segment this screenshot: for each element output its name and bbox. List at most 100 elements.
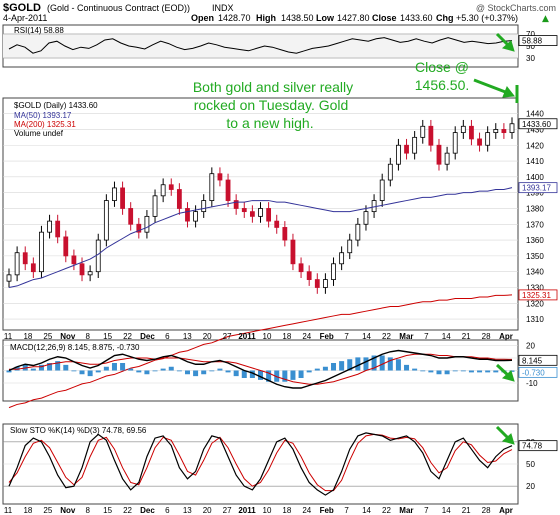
macd-legend: MACD(12,26,9) 8.145, 8.875, -0.730 (10, 343, 140, 352)
price-close-tag-box (518, 118, 558, 130)
macd-histogram-bar (306, 370, 312, 373)
x-axis-label-bottom: 24 (302, 506, 311, 515)
price-tick-label: 1420 (526, 141, 544, 150)
x-axis-label-bottom: 25 (43, 506, 52, 515)
candle-body (306, 271, 312, 280)
candle-body (136, 223, 142, 233)
candle-body (30, 263, 36, 273)
candle-body (249, 211, 255, 217)
candle-body (22, 252, 28, 265)
x-axis-label: 2011 (238, 332, 256, 341)
macd-histogram-bar (168, 366, 174, 371)
macd-histogram-bar (355, 357, 361, 371)
macd-histogram-bar (395, 359, 401, 371)
candle-body (168, 184, 174, 190)
macd-value-tag: 8.145 (518, 354, 558, 366)
macd-histogram-bar (331, 363, 337, 371)
x-axis-label: 22 (382, 332, 391, 341)
rsi-value-tag-box (518, 35, 558, 46)
macd-histogram-bar (111, 363, 117, 371)
candle-body (103, 200, 109, 241)
candle-body (493, 129, 499, 134)
x-axis-label-bottom: 6 (165, 506, 170, 515)
macd-histogram-bar (217, 368, 223, 371)
candle-body (6, 274, 12, 282)
price-tick-label: 1330 (526, 283, 544, 292)
chart-symbol: $GOLD (3, 2, 41, 14)
macd-histogram-bar (87, 370, 93, 377)
macd-histogram-bar (298, 370, 304, 378)
x-axis-label-bottom: 10 (263, 506, 272, 515)
macd-histogram-bar (452, 370, 458, 372)
macd-histogram-bar (477, 370, 483, 373)
stochastic-value-tag-text: 74.78 (522, 442, 543, 451)
candle-body (266, 208, 272, 222)
x-axis-label-bottom: 18 (282, 506, 291, 515)
candle-body (282, 227, 288, 241)
watermark: @ StockCharts.com (476, 3, 556, 13)
candle-body (217, 173, 223, 181)
chart-exchange: INDX (212, 3, 234, 13)
macd-histogram-bar (347, 359, 353, 371)
x-axis-label: Dec (140, 332, 155, 341)
candle-body (428, 125, 434, 146)
candle-body (444, 152, 450, 165)
x-axis-label: 14 (442, 332, 451, 341)
macd-histogram-bar (509, 370, 515, 372)
arrow-macd-head (501, 370, 515, 382)
candle-body (460, 125, 466, 134)
price-tick-label: 1390 (526, 189, 544, 198)
macd-histogram-bar (485, 370, 491, 373)
ma50-value-tag: 1393.17 (518, 182, 558, 194)
candle-body (201, 200, 207, 213)
candle-body (469, 125, 474, 140)
x-axis-label: 15 (103, 332, 112, 341)
candle-body (379, 179, 385, 201)
candle-body (339, 252, 345, 265)
price-tick-label: 1310 (526, 315, 544, 324)
candle-body (501, 129, 507, 134)
candle-body (404, 144, 409, 154)
candle-body (71, 255, 77, 265)
macd-histogram-bar (120, 363, 126, 371)
price-tick-label: 1400 (526, 173, 544, 182)
stochastic-value-tag: 74.78 (518, 440, 558, 452)
candle-body (79, 263, 85, 276)
candle-body (258, 208, 263, 217)
macd-histogram-bar (241, 370, 247, 378)
x-axis-label-bottom: 7 (424, 506, 429, 515)
rsi-legend: RSI(14) 58.88 (14, 26, 64, 35)
chart-description: (Gold - Continuous Contract (EOD)) (47, 3, 190, 13)
macd-histogram-bar (71, 370, 77, 372)
candle-body (298, 263, 304, 273)
candle-body (396, 144, 401, 165)
macd-histogram-bar (258, 370, 263, 380)
x-axis-label-bottom: 28 (482, 506, 491, 515)
stochastic-tick-label: 50 (526, 460, 535, 469)
high-value: 1438.50 (281, 13, 314, 23)
rsi-value-tag: 58.88 (518, 35, 558, 46)
x-axis-label-bottom: 27 (223, 506, 232, 515)
x-axis-label: 7 (424, 332, 429, 341)
macd-histogram-bar (274, 370, 280, 382)
candle-body (39, 231, 44, 273)
commentary-line-1: Both gold and silver really (193, 79, 353, 95)
x-axis-label-bottom: 21 (462, 506, 471, 515)
candle-body (509, 123, 515, 134)
macd-hist-value-tag-box (518, 366, 558, 378)
macd-histogram-bar (79, 370, 85, 375)
candle-body (477, 138, 482, 146)
commentary-line-3: to a new high. (226, 115, 313, 131)
candle-body (314, 279, 320, 288)
low-label: Low (316, 13, 335, 23)
chg-up-icon: ▲ (542, 14, 549, 24)
candle-body (144, 215, 150, 233)
chart-date: 4-Apr-2011 (3, 13, 47, 23)
macd-histogram-bar (314, 368, 320, 371)
candle-body (152, 195, 158, 217)
x-axis-label: 20 (203, 332, 212, 341)
price-tick-label: 1320 (526, 299, 544, 308)
x-axis-label: 25 (43, 332, 52, 341)
arrow-close-head (502, 86, 515, 98)
